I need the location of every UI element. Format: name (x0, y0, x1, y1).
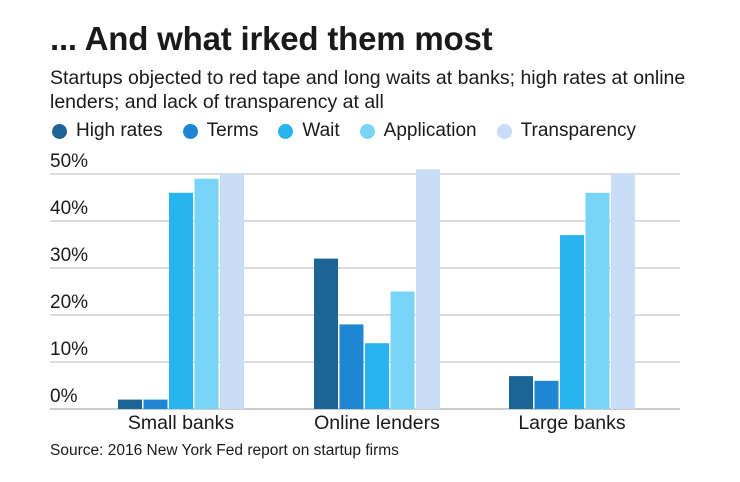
y-tick-label: 10% (50, 339, 88, 360)
chart-subtitle: Startups objected to red tape and long w… (50, 67, 686, 113)
legend-label: Transparency (520, 120, 637, 141)
bar-wait (365, 343, 389, 409)
y-tick-label: 40% (50, 198, 88, 219)
legend-label: Wait (302, 120, 340, 141)
legend-swatch (52, 123, 67, 139)
legend-swatch (278, 123, 294, 139)
bar-chart: 0% 10% 20% 30% 40% 50% Small banks Online lende… (50, 151, 680, 434)
x-tick-label: Small banks (128, 412, 234, 434)
bar-application (194, 178, 219, 409)
bar-terms (339, 324, 364, 409)
bar-wait (560, 235, 584, 409)
bar-application (390, 291, 415, 409)
chart-title: ... And what irked them most (50, 20, 493, 57)
legend-item: High rates (52, 120, 163, 142)
y-tick-label: 0% (50, 386, 78, 407)
bar-high-rates (509, 376, 533, 409)
legend: High rates Terms Wait Application Transparen… (52, 120, 656, 142)
legend-label: High rates (76, 120, 163, 141)
bar-terms (143, 399, 168, 409)
legend-item: Application (359, 120, 477, 142)
bar-wait (169, 192, 193, 409)
legend-swatch (359, 123, 375, 139)
legend-item: Terms (182, 120, 259, 142)
bar-terms (534, 380, 559, 409)
legend-label: Terms (206, 120, 259, 141)
bar-high-rates (314, 258, 338, 409)
legend-item: Wait (278, 120, 340, 142)
legend-swatch (182, 123, 198, 139)
y-tick-label: 30% (50, 245, 88, 266)
y-tick-label: 20% (50, 292, 88, 313)
bar-transparency (416, 169, 440, 409)
y-tick-label: 50% (50, 151, 88, 172)
x-tick-label: Large banks (518, 412, 626, 434)
bar-high-rates (118, 399, 142, 409)
source-note: Source: 2016 New York Fed report on star… (50, 442, 399, 459)
legend-swatch (496, 123, 512, 139)
x-tick-label: Online lenders (314, 412, 440, 434)
bar-transparency (611, 174, 635, 409)
bar-application (585, 192, 610, 409)
legend-item: Transparency (496, 120, 637, 142)
bar-transparency (220, 174, 244, 409)
legend-label: Application (383, 120, 477, 141)
